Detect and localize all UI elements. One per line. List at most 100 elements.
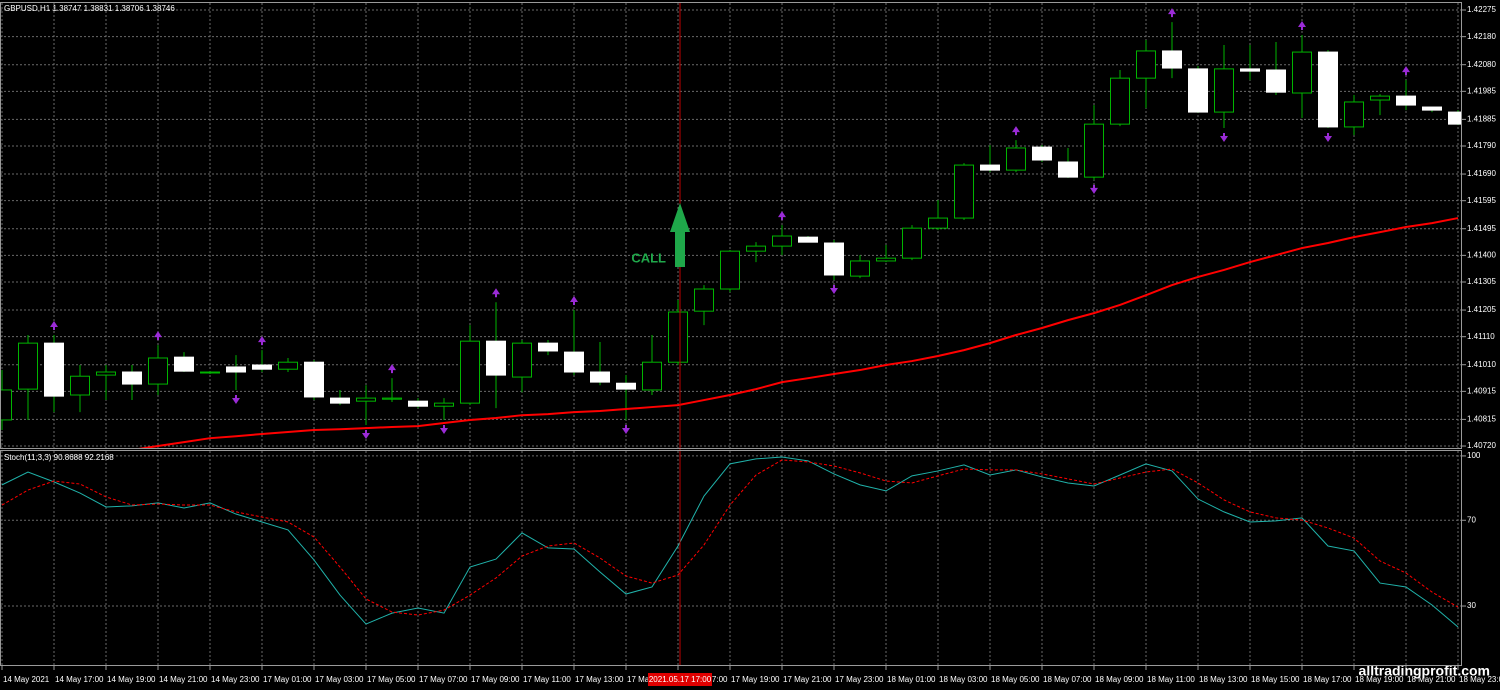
candle-body <box>538 342 558 352</box>
fractal-up <box>1012 126 1020 136</box>
x-tick-label: 18 May 07:00 <box>1043 675 1092 684</box>
cursor-time-label: 2021.05.17 17:00 <box>649 675 712 684</box>
candle-body <box>1214 68 1234 113</box>
x-tick-label: 14 May 23:00 <box>211 675 260 684</box>
y-tick-label: 1.42180 <box>1467 32 1496 41</box>
candle-body <box>304 361 324 398</box>
x-tick-label: 18 May 17:00 <box>1303 675 1352 684</box>
x-tick-label: 17 May 09:00 <box>471 675 520 684</box>
fractal-up <box>1402 66 1410 76</box>
candle-body <box>1396 95 1416 106</box>
candle-body <box>174 356 194 372</box>
candle-body <box>616 382 636 390</box>
watermark: alltradingprofit.com <box>1359 663 1490 679</box>
y-tick-label: 1.42080 <box>1467 60 1496 69</box>
candle-body <box>1188 68 1208 113</box>
candle-body <box>876 257 896 262</box>
x-tick-label: 17 May 23:00 <box>835 675 884 684</box>
x-tick-label: 14 May 21:00 <box>159 675 208 684</box>
y-tick-label: 1.42275 <box>1467 5 1496 14</box>
y-tick-label: 1.41985 <box>1467 86 1496 95</box>
candle-body <box>1266 69 1286 93</box>
candle-body <box>486 340 506 376</box>
fractal-down <box>362 430 370 440</box>
fractal-up <box>492 288 500 298</box>
fractal-up <box>1298 20 1306 30</box>
candle-body <box>980 164 1000 171</box>
x-tick-label: 14 May 17:00 <box>55 675 104 684</box>
candle-body <box>590 371 610 383</box>
candle-body <box>148 357 168 385</box>
x-tick-label: 17 May 19:00 <box>731 675 780 684</box>
fractal-up <box>154 331 162 341</box>
x-tick-label: 14 May 2021 <box>3 675 50 684</box>
candle-body <box>850 260 870 277</box>
candle-body <box>44 342 64 397</box>
x-tick-label: 18 May 09:00 <box>1095 675 1144 684</box>
x-tick-label: 17 May 11:00 <box>523 675 571 684</box>
candle-body <box>1292 51 1312 94</box>
candle-body <box>382 397 402 400</box>
y-tick-label: 1.40815 <box>1467 415 1496 424</box>
y-tick-label: 1.40720 <box>1467 441 1496 450</box>
candle-body <box>1162 50 1182 69</box>
candle-body <box>1370 95 1390 101</box>
candle-body <box>1318 51 1338 128</box>
x-tick-label: 18 May 21:00 <box>1407 675 1456 684</box>
candle-body <box>1448 111 1462 125</box>
candle-body <box>122 371 142 385</box>
fractal-down <box>622 424 630 434</box>
candle-body <box>928 217 948 229</box>
candle-body <box>1422 106 1442 111</box>
candle-body <box>330 397 350 404</box>
y-tick-label: 1.41110 <box>1467 332 1495 341</box>
x-tick-label: 18 May 13:00 <box>1199 675 1248 684</box>
x-tick-label: 18 May 19:00 <box>1355 675 1404 684</box>
candle-body <box>1344 101 1364 128</box>
y-tick-label: 1.41010 <box>1467 360 1496 369</box>
candle-body <box>720 250 740 290</box>
candle-body <box>1240 68 1260 72</box>
x-tick-label: 17 May 07:00 <box>419 675 468 684</box>
fractal-down <box>440 424 448 434</box>
candle-body <box>200 371 220 374</box>
fractal-down <box>1324 133 1332 143</box>
candle-body <box>824 242 844 276</box>
candle-body <box>70 375 90 396</box>
x-tick-label: 18 May 11:00 <box>1147 675 1195 684</box>
candle-body <box>434 402 454 407</box>
x-tick-label: 17 May 03:00 <box>315 675 364 684</box>
x-tick-label: 17 May 21:00 <box>783 675 832 684</box>
fractal-down <box>1090 184 1098 194</box>
fractal-up <box>258 336 266 346</box>
chart-title: GBPUSD,H1 1.38747 1.38831 1.38706 1.3874… <box>4 4 175 13</box>
fractal-down <box>1220 133 1228 143</box>
stochastic-title: Stoch(11,3,3) 90.8688 92.2168 <box>4 453 114 462</box>
cursor-time-box <box>648 673 712 686</box>
fractal-up <box>388 364 396 374</box>
y-tick-label: 1.41400 <box>1467 250 1496 259</box>
moving-average <box>138 217 1459 448</box>
candle-body <box>1006 147 1026 171</box>
x-tick-label: 18 May 23:00 <box>1459 675 1500 684</box>
candle-body <box>798 236 818 243</box>
candle-body <box>252 364 272 370</box>
price-panel <box>0 3 1462 448</box>
price-frame <box>0 2 1462 449</box>
y-tick-label: 70 <box>1467 515 1476 524</box>
y-tick-label: 1.41205 <box>1467 305 1496 314</box>
candle-body <box>356 397 376 402</box>
stochastic-line <box>1 459 1459 616</box>
y-tick-label: 1.41690 <box>1467 169 1496 178</box>
fractal-down <box>830 285 838 295</box>
candle-body <box>1032 146 1052 161</box>
candle-body <box>954 164 974 219</box>
x-tick-label: 17 May 13:00 <box>575 675 624 684</box>
candle-body <box>1110 77 1130 125</box>
candle-body <box>18 342 38 390</box>
fractal-up <box>50 320 58 330</box>
call-arrow <box>670 203 690 267</box>
call-label: CALL <box>631 250 666 265</box>
candle-body <box>746 245 766 252</box>
